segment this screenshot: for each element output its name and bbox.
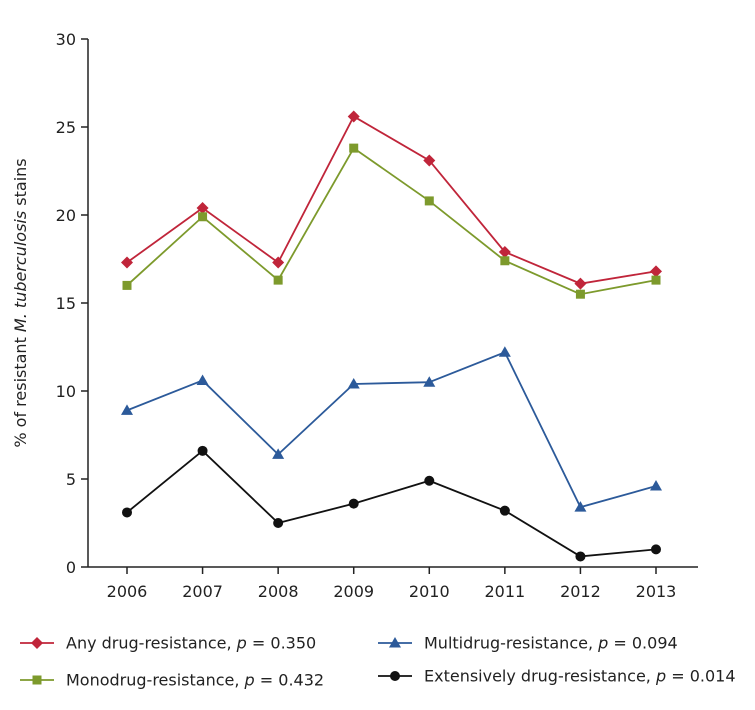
data-point	[272, 448, 285, 459]
data-point	[348, 498, 359, 509]
series-square	[122, 143, 661, 299]
x-tick-label: 2011	[484, 582, 525, 601]
data-point	[423, 376, 436, 387]
data-point	[121, 256, 133, 269]
legend-p-symbol: p	[597, 634, 608, 653]
legend-marker	[390, 671, 400, 681]
legend-p-value: = 0.094	[608, 634, 677, 653]
data-point	[196, 201, 209, 214]
y-ticks: 0 5 10 15 20 25 30	[56, 30, 88, 577]
legend-marker	[389, 637, 401, 648]
data-point	[650, 265, 662, 278]
x-tick-label: 2012	[560, 582, 601, 601]
legend-p-value: = 0.350	[247, 634, 316, 653]
legend-item: Multidrug-resistance, p = 0.094	[378, 634, 678, 653]
data-point	[424, 475, 435, 486]
x-tick-label: 2010	[409, 582, 450, 601]
y-tick-label: 15	[56, 294, 76, 313]
series-circle	[122, 445, 661, 562]
data-point	[272, 256, 285, 269]
legend-series-name: Any drug-resistance	[66, 634, 227, 653]
data-point	[196, 374, 209, 385]
data-point	[347, 377, 360, 389]
data-point	[500, 256, 510, 266]
data-point	[498, 245, 511, 258]
series-layer	[121, 110, 662, 562]
legend-separator: ,	[646, 667, 656, 686]
legend-item: Extensively drug-resistance, p = 0.014	[378, 667, 736, 686]
data-point	[575, 289, 585, 299]
y-tick-label: 25	[56, 118, 76, 137]
data-point	[347, 110, 360, 123]
data-point	[650, 480, 662, 491]
y-tick-label: 30	[56, 30, 76, 49]
legend-p-value: = 0.014	[666, 667, 735, 686]
x-tick-label: 2006	[107, 582, 148, 601]
y-tick-label: 5	[66, 470, 76, 489]
data-point	[574, 277, 587, 290]
legend-label: Any drug-resistance, p = 0.350	[66, 634, 316, 653]
legend-p-symbol: p	[236, 634, 247, 653]
data-point	[122, 507, 132, 518]
legend-separator: ,	[234, 671, 244, 690]
legend-marker	[32, 675, 42, 685]
data-point	[349, 143, 359, 153]
data-point	[574, 501, 587, 512]
series-diamond	[121, 110, 662, 290]
data-point	[424, 196, 434, 206]
data-point	[273, 275, 283, 285]
legend-p-symbol: p	[655, 667, 666, 686]
legend-series-name: Extensively drug-resistance	[424, 667, 646, 686]
data-point	[651, 544, 661, 555]
y-tick-label: 0	[66, 558, 76, 577]
data-point	[575, 551, 586, 562]
data-point	[121, 404, 133, 415]
legend-separator: ,	[588, 634, 598, 653]
series-line	[126, 449, 657, 558]
legend-label: Monodrug-resistance, p = 0.432	[66, 671, 324, 690]
legend-item: Monodrug-resistance, p = 0.432	[20, 671, 324, 690]
legend-item: Any drug-resistance, p = 0.350	[20, 634, 316, 653]
x-tick-label: 2013	[636, 582, 677, 601]
data-point	[273, 518, 284, 528]
series-line	[126, 351, 657, 509]
data-point	[499, 505, 510, 516]
y-axis-title: % of resistant M. tuberculosis stains	[11, 158, 30, 447]
y-tick-label: 10	[56, 382, 76, 401]
y-tick-label: 20	[56, 206, 76, 225]
series-line	[126, 146, 657, 296]
x-tick-label: 2009	[333, 582, 374, 601]
y-axis-title-italic: M. tuberculosis	[11, 211, 30, 332]
axes	[87, 39, 698, 568]
legend-label: Multidrug-resistance, p = 0.094	[424, 634, 678, 653]
legend-marker	[31, 637, 43, 649]
data-point	[498, 346, 511, 357]
x-tick-label: 2007	[182, 582, 223, 601]
legend-label: Extensively drug-resistance, p = 0.014	[424, 667, 736, 686]
x-ticks: 2006 2007 2008 2009 2010 2011 2012 2013	[107, 567, 677, 601]
y-axis-title-prefix: % of resistant	[11, 332, 30, 448]
legend: Any drug-resistance, p = 0.350 Monodrug-r…	[20, 634, 736, 690]
series-line	[126, 115, 657, 285]
series-triangle	[121, 346, 662, 512]
legend-separator: ,	[227, 634, 237, 653]
x-tick-label: 2008	[258, 582, 299, 601]
data-point	[198, 212, 208, 222]
data-point	[122, 280, 132, 290]
data-point	[423, 154, 436, 167]
legend-series-name: Monodrug-resistance	[66, 671, 234, 690]
legend-p-value: = 0.432	[255, 671, 324, 690]
y-axis-title-suffix: stains	[11, 158, 30, 210]
data-point	[197, 445, 208, 456]
legend-p-symbol: p	[244, 671, 255, 690]
legend-series-name: Multidrug-resistance	[424, 634, 588, 653]
data-point	[651, 275, 661, 285]
